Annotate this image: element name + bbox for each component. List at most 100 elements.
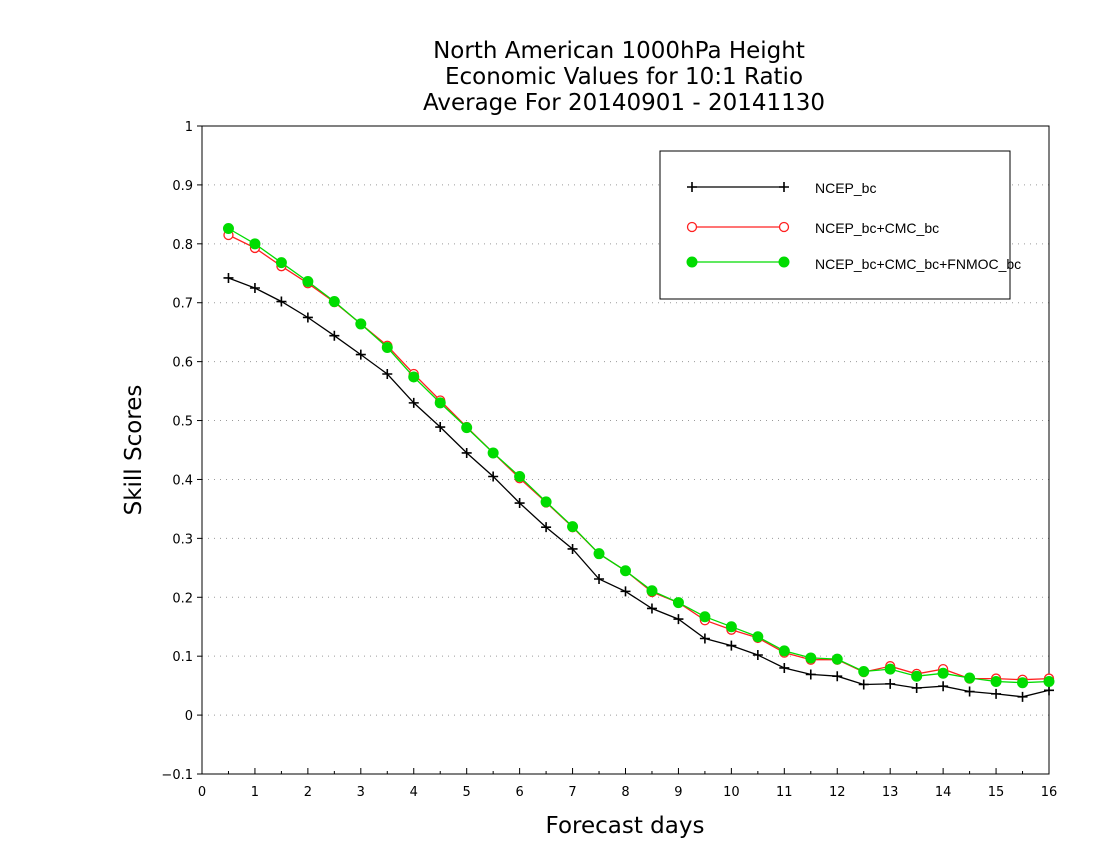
data-point (249, 283, 260, 293)
x-tick-label: 14 (935, 785, 952, 800)
data-point (514, 498, 525, 509)
y-tick-label: 0.6 (172, 356, 193, 371)
data-point (355, 318, 367, 330)
data-point (885, 678, 896, 689)
y-tick-label: 0.8 (172, 238, 193, 253)
y-tick-label: 0.7 (172, 297, 193, 312)
legend-marker (778, 221, 790, 233)
data-point (594, 574, 605, 585)
data-point (408, 397, 419, 408)
data-point (725, 621, 737, 633)
data-point (1043, 676, 1055, 688)
data-point (223, 272, 234, 283)
legend: NCEP_bc NCEP_bc+CMC_bc NCEP_bc+CMC_bc+FN… (659, 150, 1021, 300)
y-tick-label: 0.2 (172, 591, 193, 606)
data-point (779, 662, 790, 673)
data-point (805, 652, 817, 664)
data-point (778, 645, 790, 657)
series-line (228, 277, 1050, 698)
data-point (620, 565, 631, 577)
data-point (699, 633, 710, 644)
chart-title-line-3: Average For 20140901 - 20141130 (423, 90, 825, 116)
data-point (911, 682, 922, 693)
data-point (381, 341, 393, 353)
data-point (302, 312, 313, 323)
x-tick-label: 10 (723, 785, 740, 800)
data-point (434, 397, 446, 409)
data-point (858, 665, 870, 677)
legend-marker (687, 182, 697, 192)
data-point (911, 670, 923, 682)
data-point (991, 688, 1002, 699)
data-point (461, 422, 473, 434)
y-tick-label: 0.1 (172, 650, 193, 665)
x-tick-label: 4 (410, 785, 418, 800)
data-point (964, 686, 975, 697)
legend-marker (686, 221, 698, 233)
data-point (752, 631, 764, 643)
data-point (249, 238, 261, 250)
data-point (646, 603, 657, 614)
data-point (514, 471, 526, 483)
x-axis-label: Forecast days (546, 813, 705, 839)
data-point (699, 611, 711, 623)
series-0 (223, 272, 1054, 702)
data-point (1044, 685, 1054, 696)
data-point (884, 663, 896, 675)
y-tick-label: 0.9 (172, 179, 193, 194)
x-tick-label: 8 (621, 785, 629, 800)
x-tick-label: 11 (776, 785, 793, 800)
chart-title-line-1: North American 1000hPa Height (433, 38, 805, 64)
x-tick-label: 5 (463, 785, 471, 800)
y-tick-label: 0.4 (172, 473, 193, 488)
data-point (620, 586, 631, 597)
data-point (382, 369, 393, 380)
y-tick-label: −0.1 (161, 768, 193, 783)
data-point (752, 650, 763, 661)
x-tick-label: 7 (568, 785, 576, 800)
data-point (275, 257, 287, 269)
data-point (302, 276, 314, 288)
y-tick-label: 0.5 (172, 415, 193, 430)
data-point (355, 349, 366, 360)
data-point (831, 653, 843, 665)
y-tick-label: 0 (185, 709, 193, 724)
data-point (1017, 677, 1029, 689)
y-tick-label: 1 (185, 120, 193, 135)
data-point (328, 296, 340, 308)
legend-marker (779, 182, 789, 192)
data-point (487, 447, 499, 459)
x-tick-label: 6 (515, 785, 523, 800)
legend-entries (686, 182, 790, 268)
data-point (408, 371, 420, 383)
data-point (488, 471, 499, 482)
series-2 (222, 223, 1055, 689)
series-group (222, 223, 1055, 702)
series-line (228, 234, 1050, 681)
axes: −0.100.10.20.30.40.50.60.70.80.910 1 2 3 4 5 6… (161, 120, 1057, 800)
data-point (329, 330, 340, 341)
x-tick-label: 0 (198, 785, 206, 800)
legend-label-ncep-bc: NCEP_bc (815, 180, 876, 196)
y-tick-label: 0.3 (172, 532, 193, 547)
x-tick-label: 16 (1041, 785, 1058, 800)
data-point (593, 548, 605, 560)
data-point (540, 496, 552, 508)
data-point (990, 676, 1002, 688)
chart-title-line-2: Economic Values for 10:1 Ratio (445, 64, 803, 90)
data-point (461, 447, 472, 458)
data-point (435, 422, 446, 433)
x-tick-label: 12 (829, 785, 846, 800)
data-point (805, 669, 816, 680)
data-point (964, 672, 976, 684)
data-point (937, 667, 949, 679)
data-point (222, 223, 234, 235)
x-tick-label: 13 (882, 785, 899, 800)
data-point (726, 640, 737, 651)
data-point (673, 614, 684, 625)
x-tick-label: 15 (988, 785, 1005, 800)
x-tick-label: 9 (674, 785, 682, 800)
legend-label-ncep-cmc: NCEP_bc+CMC_bc (815, 220, 939, 236)
data-point (672, 597, 684, 609)
